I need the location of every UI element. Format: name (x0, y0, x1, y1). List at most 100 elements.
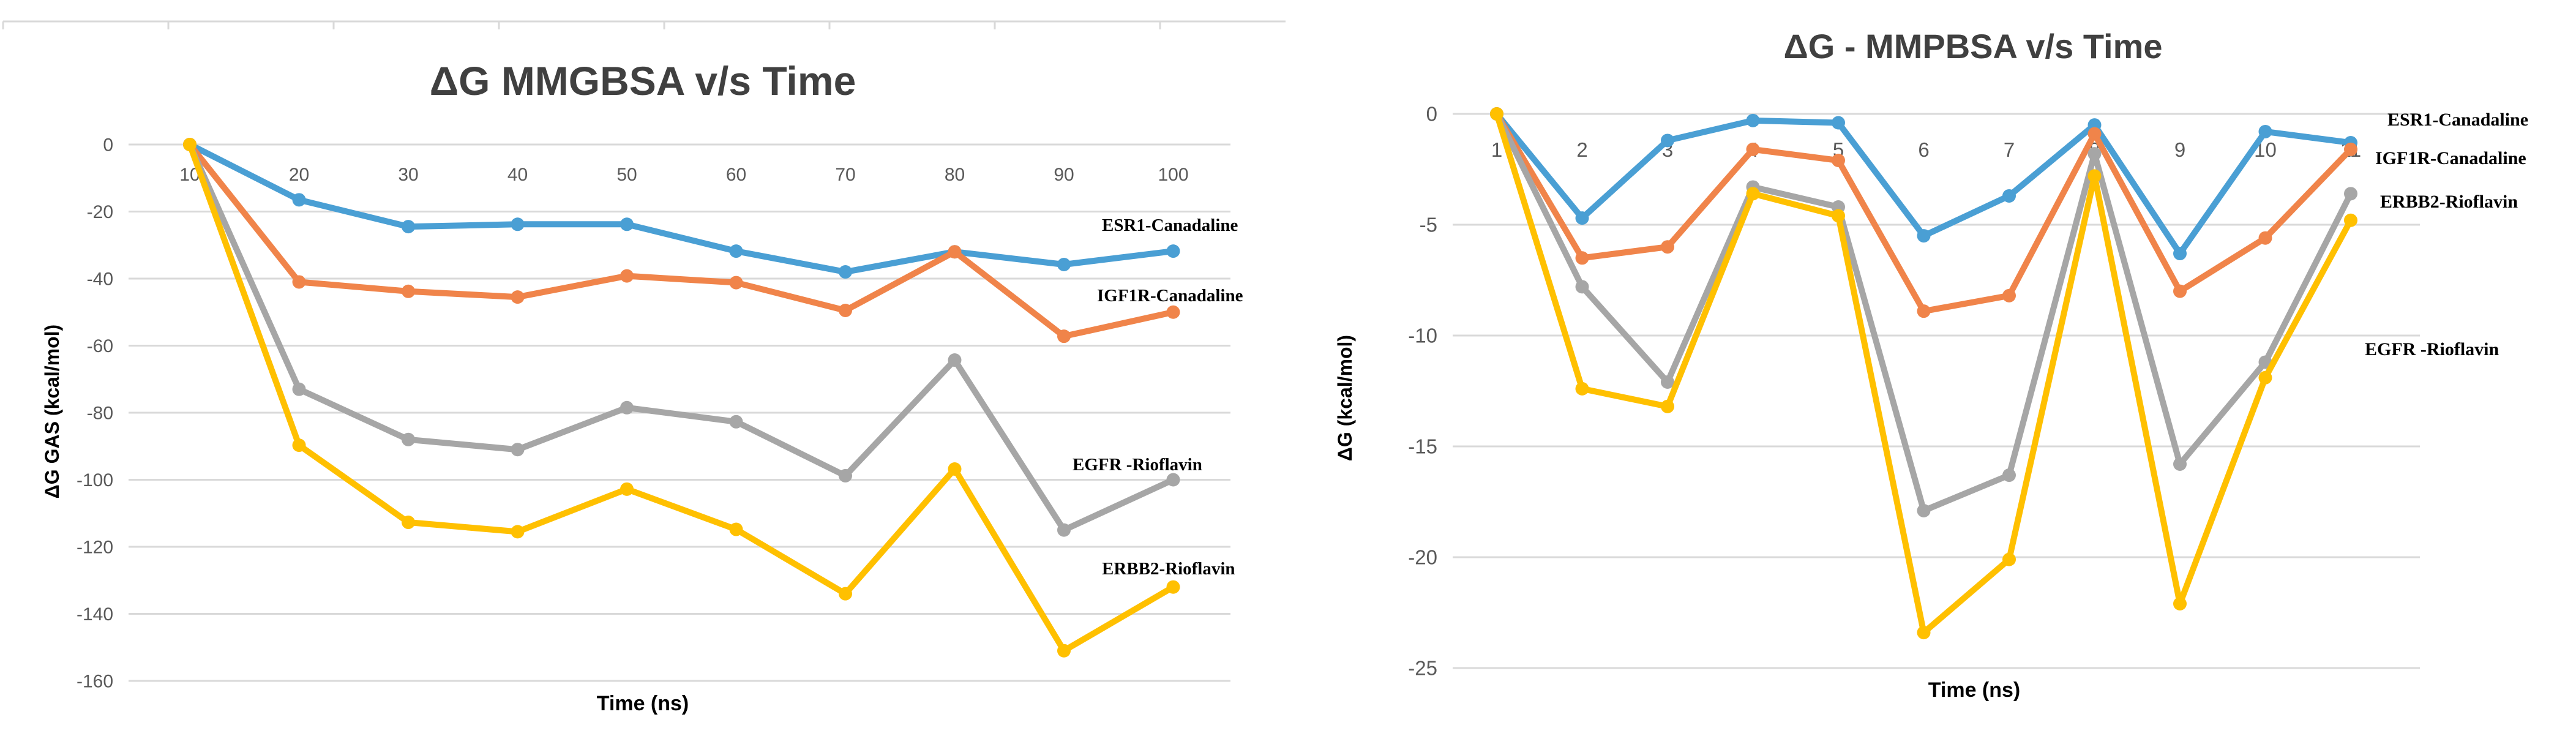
data-point (402, 516, 415, 530)
data-point (620, 269, 634, 283)
data-point (511, 525, 525, 539)
data-point (1057, 523, 1071, 537)
data-point (1917, 304, 1931, 318)
y-tick-label: 0 (103, 135, 113, 156)
data-point (1057, 644, 1071, 658)
y-tick-label: -80 (87, 404, 113, 424)
y-tick-label: -5 (1420, 214, 1437, 236)
data-point (2173, 247, 2187, 261)
data-point (2173, 284, 2187, 298)
y-tick-label: -40 (87, 269, 113, 290)
data-point (729, 522, 743, 536)
x-tick-label: 70 (835, 165, 855, 185)
y-axis-title: ΔG GAS (kcal/mol) (41, 325, 63, 498)
data-point (1917, 229, 1931, 243)
data-point (2087, 147, 2102, 161)
data-point (292, 382, 306, 396)
data-point (948, 245, 962, 259)
series-esr1-canadaline (1490, 107, 2357, 261)
series-label: ESR1-Canadaline (2387, 110, 2528, 130)
data-point (839, 304, 852, 318)
x-tick-labels: 10 20 30 40 50 60 70 80 90 100 (179, 165, 1188, 185)
y-tick-label: -100 (77, 470, 113, 490)
data-point (2087, 169, 2102, 183)
gridlines (1453, 113, 2420, 669)
series-annotations: ESR1-Canadaline IGF1R-Canadaline EGFR -Rio… (1073, 216, 1243, 579)
x-tick-label: 50 (616, 165, 637, 185)
x-tick-label: 1 (1491, 138, 1502, 161)
y-tick-label: -60 (87, 336, 113, 356)
series-erbb2-rioflavin (183, 138, 1180, 658)
series-egfr-rioflavin (183, 138, 1180, 537)
data-point (948, 462, 962, 476)
series-line (188, 141, 1174, 276)
data-point (2002, 189, 2016, 203)
y-tick-label: -20 (1408, 546, 1437, 569)
y-tick-labels: 0 -5 -10 -15 -20 -25 (1408, 103, 1437, 680)
x-tick-label: 20 (289, 165, 309, 185)
data-point (2258, 124, 2272, 138)
frame-top-ticks (2, 21, 1161, 29)
data-point (1746, 142, 1760, 156)
x-tick-label: 80 (945, 165, 965, 185)
data-point (1575, 251, 1589, 265)
series-line (187, 143, 1175, 533)
data-point (292, 193, 306, 207)
x-tick-label: 9 (2174, 138, 2185, 161)
series-group (1490, 107, 2357, 640)
data-point (1661, 375, 1674, 389)
data-point (948, 353, 962, 367)
data-point (292, 438, 306, 452)
data-point (1661, 133, 1674, 148)
series-esr1-canadaline (183, 138, 1180, 279)
data-point (2258, 231, 2272, 245)
mmgbsa-chart: ΔG MMGBSA v/s Time 0 -20 -40 -60 -80 -100 -120… (2, 20, 1286, 715)
x-tick-label: 40 (507, 165, 528, 185)
series-egfr-rioflavin (1490, 107, 2357, 640)
data-point (402, 284, 415, 298)
data-point (1575, 211, 1589, 225)
x-axis-title: Time (ns) (1928, 678, 2021, 702)
data-point (1832, 154, 1845, 168)
data-point (2344, 213, 2357, 227)
series-annotations: ESR1-Canadaline IGF1R-Canadaline ERBB2-Rio… (2365, 110, 2528, 359)
data-point (1746, 187, 1760, 201)
y-tick-label: -25 (1408, 657, 1437, 680)
series-label: IGF1R-Canadaline (2375, 148, 2526, 168)
data-point (839, 468, 852, 483)
chart-title: ΔG MMGBSA v/s Time (430, 58, 856, 103)
data-point (511, 217, 525, 231)
series-igf1r-canadaline (183, 138, 1180, 344)
series-group (183, 138, 1180, 658)
data-point (729, 244, 743, 258)
x-tick-label: 7 (2004, 138, 2015, 161)
data-point (1746, 113, 1760, 127)
data-point (1832, 116, 1845, 130)
data-point (1166, 580, 1180, 594)
data-point (1057, 258, 1071, 272)
data-point (839, 265, 852, 279)
data-point (1661, 399, 1674, 413)
y-tick-label: -140 (77, 604, 113, 625)
x-tick-label: 30 (398, 165, 418, 185)
data-point (402, 220, 415, 234)
data-point (183, 138, 197, 151)
data-point (511, 290, 525, 304)
series-label: ERBB2-Rioflavin (1102, 559, 1235, 579)
data-point (620, 217, 634, 231)
series-label: IGF1R-Canadaline (1097, 286, 1243, 306)
data-point (1166, 244, 1180, 258)
series-label: ERBB2-Rioflavin (2380, 192, 2518, 212)
y-tick-labels: 0 -20 -40 -60 -80 -100 -120 -140 -160 (77, 135, 113, 692)
data-point (729, 276, 743, 290)
data-point (1166, 473, 1180, 487)
series-igf1r-canadaline (1490, 107, 2357, 318)
data-point (1917, 503, 1931, 517)
data-point (729, 415, 743, 429)
x-tick-label: 60 (726, 165, 746, 185)
data-point (1917, 626, 1931, 640)
data-point (620, 400, 634, 415)
data-point (2344, 187, 2357, 201)
y-tick-label: -15 (1408, 435, 1437, 458)
data-point (1832, 209, 1845, 223)
